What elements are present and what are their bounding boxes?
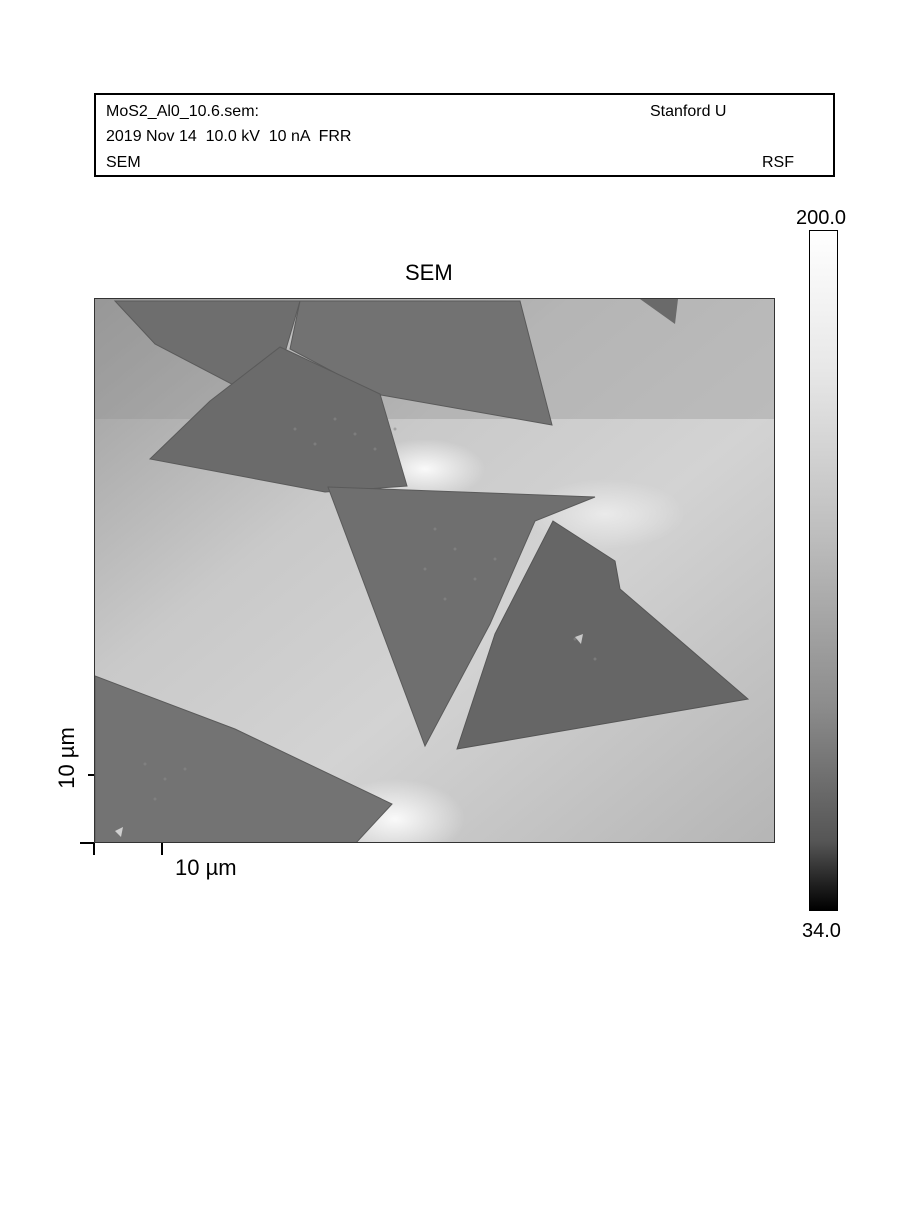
institution-text: Stanford U <box>650 103 727 120</box>
header-info-box: MoS2_Al0_10.6.sem: Stanford U 2019 Nov 1… <box>94 93 835 177</box>
x-scale-label: 10 µm <box>175 855 237 880</box>
filename-text: MoS2_Al0_10.6.sem: <box>106 103 259 120</box>
acquisition-text: 2019 Nov 14 10.0 kV 10 nA FRR <box>106 128 352 145</box>
mode-text: SEM <box>106 154 141 171</box>
image-title: SEM <box>405 260 453 285</box>
code-text: RSF <box>762 154 794 171</box>
sem-image <box>94 298 775 843</box>
colorbar-max-label: 200.0 <box>796 207 847 229</box>
colorbar <box>809 230 838 911</box>
y-scale-label: 10 µm <box>53 727 79 789</box>
scale-bar <box>80 774 163 855</box>
colorbar-min-label: 34.0 <box>802 920 841 942</box>
